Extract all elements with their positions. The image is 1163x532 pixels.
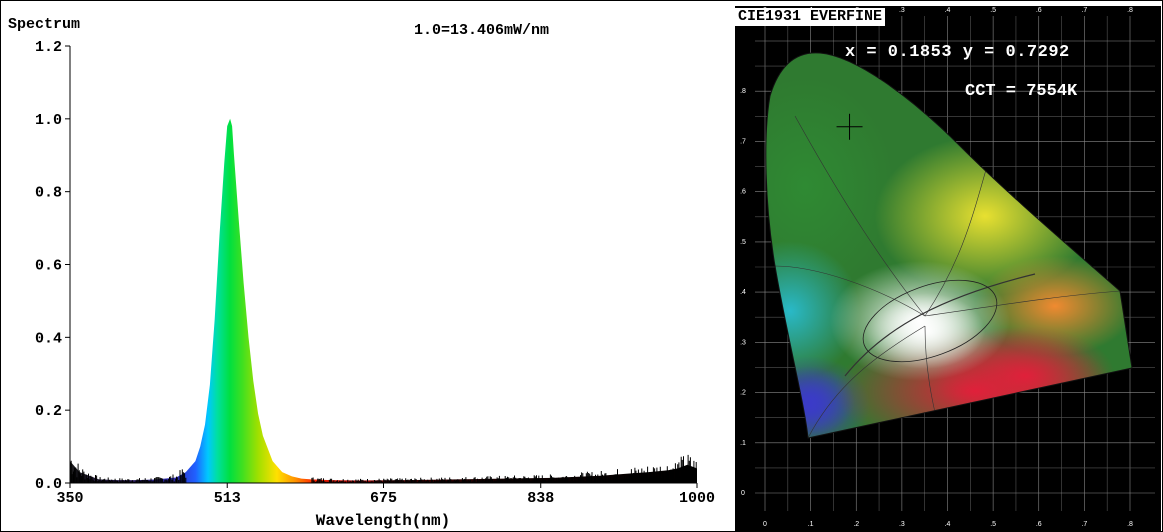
cie-y-tick-label: .8 bbox=[740, 88, 746, 95]
x-tick-label: 675 bbox=[370, 490, 397, 507]
y-tick-label: 1.2 bbox=[35, 39, 62, 56]
cie-x-tick-label: .3 bbox=[899, 521, 905, 528]
x-tick-label: 838 bbox=[527, 490, 554, 507]
cie-y-tick-label: .1 bbox=[740, 440, 746, 447]
cie-x-tick-label: .6 bbox=[1036, 521, 1042, 528]
cie-x-tick-label: .7 bbox=[1081, 521, 1087, 528]
cie-axes: 00.1.1.2.2.3.3.4.4.5.5.6.6.7.7.8.80.1.2.… bbox=[740, 7, 1133, 528]
cie-point-marker bbox=[836, 113, 863, 140]
y-tick-label: 0.0 bbox=[35, 476, 62, 493]
y-tick-label: 1.0 bbox=[35, 112, 62, 129]
x-tick-label: 513 bbox=[214, 490, 241, 507]
y-tick-label: 0.2 bbox=[35, 403, 62, 420]
y-tick-label: 0.6 bbox=[35, 258, 62, 275]
cie-y-tick-label: .3 bbox=[740, 339, 746, 346]
cie-y-tick-label: .2 bbox=[740, 390, 746, 397]
x-axis-label: Wavelength(nm) bbox=[316, 512, 450, 530]
cie-x-tick-label: 0 bbox=[763, 521, 767, 528]
y-axis: 0.0 0.2 0.4 0.6 0.8 1.0 1.2 bbox=[35, 39, 70, 493]
cie-y-tick-label: 0 bbox=[741, 490, 745, 497]
cie-y-tick-label: .4 bbox=[740, 289, 746, 296]
cie-x-tick-label: .5 bbox=[990, 521, 996, 528]
cie-x-tick-label-top: .3 bbox=[899, 7, 905, 14]
cie-color-fill bbox=[765, 52, 1132, 438]
x-tick-label: 1000 bbox=[679, 490, 715, 507]
y-tick-label: 0.4 bbox=[35, 330, 62, 347]
cie-diagram-panel: 00.1.1.2.2.3.3.4.4.5.5.6.6.7.7.8.80.1.2.… bbox=[735, 6, 1161, 532]
cie-x-tick-label-top: .5 bbox=[990, 7, 996, 14]
cie-title: CIE1931 EVERFINE bbox=[735, 8, 886, 26]
cie-x-tick-label: .4 bbox=[945, 521, 951, 528]
cie-x-tick-label: .2 bbox=[853, 521, 859, 528]
spectrum-scale-annotation: 1.0=13.406mW/nm bbox=[414, 22, 549, 39]
cie-x-tick-label: .1 bbox=[808, 521, 814, 528]
spectrum-title: Spectrum bbox=[8, 16, 80, 33]
cie-xy-readout: x = 0.1853 y = 0.7292 bbox=[845, 43, 1070, 62]
y-tick-label: 0.8 bbox=[35, 185, 62, 202]
spectrum-chart: Spectrum 1.0=13.406mW/nm 0.0 0.2 0.4 0.6 0.8… bbox=[8, 16, 715, 530]
cie-x-tick-label-top: .4 bbox=[945, 7, 951, 14]
spectrum-series-area bbox=[70, 118, 697, 484]
cie-chromaticity-diagram: 00.1.1.2.2.3.3.4.4.5.5.6.6.7.7.8.80.1.2.… bbox=[740, 7, 1155, 528]
cie-y-tick-label: .6 bbox=[740, 189, 746, 196]
cie-y-tick-label: .7 bbox=[740, 138, 746, 145]
x-axis: 350 513 675 838 1000 bbox=[56, 483, 715, 507]
cie-cct-readout: CCT = 7554K bbox=[965, 82, 1078, 101]
cie-x-tick-label: .8 bbox=[1127, 521, 1133, 528]
cie-spectral-locus bbox=[765, 52, 1133, 439]
cie-y-tick-label: .5 bbox=[740, 239, 746, 246]
cie-x-tick-label-top: .7 bbox=[1081, 7, 1087, 14]
x-tick-label: 350 bbox=[56, 490, 83, 507]
cie-x-tick-label-top: .8 bbox=[1127, 7, 1133, 14]
cie-x-tick-label-top: .6 bbox=[1036, 7, 1042, 14]
